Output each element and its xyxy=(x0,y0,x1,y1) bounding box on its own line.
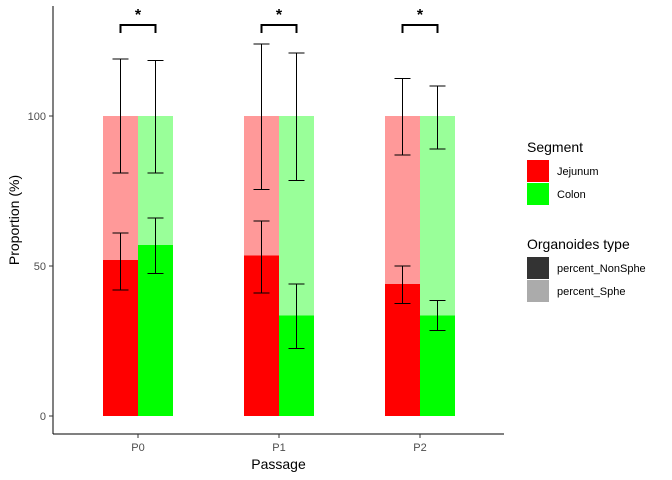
error-bar-p1-jejunum-nonsphe xyxy=(253,220,270,294)
legend-label-percent-sphe: percent_Sphe xyxy=(557,286,626,298)
error-bar-p1-jejunum-total xyxy=(253,43,270,190)
bar-p2-colon-nonsphe xyxy=(420,315,455,416)
error-bar-p2-jejunum-total xyxy=(394,78,411,156)
plot-area: * * * xyxy=(103,7,455,416)
bracket-line xyxy=(401,24,439,33)
error-bar-p2-colon-total xyxy=(429,85,446,150)
x-tick-label-p2: P2 xyxy=(413,442,426,454)
legend-key-percent-sphe xyxy=(527,280,549,302)
bar-p2-jejunum-nonsphe xyxy=(385,284,420,416)
legend-segment: Segment Jejunum Colon xyxy=(527,139,599,205)
error-bar-p0-colon-total xyxy=(147,60,164,174)
legend-title-organoides-type: Organoides type xyxy=(527,236,630,252)
significance-bracket-p0: * xyxy=(119,7,157,33)
axes: Passage Proportion (%) 0 50 100 P0 P1 P2 xyxy=(6,6,504,472)
error-bar-p0-jejunum-nonsphe xyxy=(112,232,129,291)
significance-star-p2: * xyxy=(417,7,424,24)
significance-bracket-p1: * xyxy=(260,7,298,33)
bracket-line xyxy=(119,24,157,33)
significance-bracket-p2: * xyxy=(401,7,439,33)
x-tick-label-p0: P0 xyxy=(131,442,144,454)
significance-star-p1: * xyxy=(276,7,283,24)
y-axis-title: Proportion (%) xyxy=(6,175,22,265)
legend-key-colon xyxy=(527,183,549,205)
error-bar-p2-colon-nonsphe xyxy=(429,300,446,331)
error-bar-p1-colon-nonsphe xyxy=(288,283,305,349)
x-tick-label-p1: P1 xyxy=(272,442,285,454)
legend-label-percent-nonsphe: percent_NonSphe xyxy=(557,263,646,275)
legend: Segment Jejunum Colon Organoides type percen… xyxy=(527,139,646,302)
legend-key-jejunum xyxy=(527,160,549,182)
error-bar-p1-colon-total xyxy=(288,52,305,181)
legend-label-colon: Colon xyxy=(557,189,586,201)
error-bar-p0-colon-nonsphe xyxy=(147,217,164,274)
x-axis-title: Passage xyxy=(251,456,306,472)
significance-star-p0: * xyxy=(135,7,142,24)
legend-key-percent-nonsphe xyxy=(527,257,549,279)
legend-organoides-type: Organoides type percent_NonSphe percent_Sp… xyxy=(527,236,646,302)
y-tick-label-100: 100 xyxy=(28,111,46,123)
y-tick-label-50: 50 xyxy=(34,261,46,273)
y-tick-label-0: 0 xyxy=(40,411,46,423)
legend-title-segment: Segment xyxy=(527,139,583,155)
error-bar-p2-jejunum-nonsphe xyxy=(394,265,411,304)
legend-label-jejunum: Jejunum xyxy=(557,166,599,178)
bracket-line xyxy=(260,24,298,33)
error-bar-p0-jejunum-total xyxy=(112,58,129,174)
